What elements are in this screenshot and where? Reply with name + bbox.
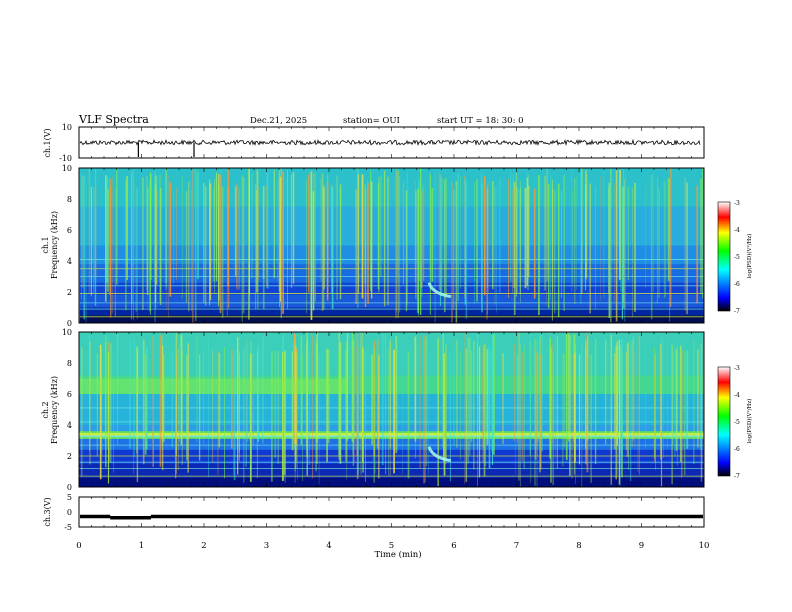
ch1-spectrogram-image <box>79 168 704 323</box>
xtick-1: 1 <box>139 541 144 551</box>
ch3-ytick-mid: 0 <box>67 508 72 517</box>
ch3-level-panel: 5 0 -5 ch.3(V) <box>43 493 705 532</box>
ch1-ytick-top: 10 <box>62 123 72 132</box>
spec2-hf-band <box>79 378 348 394</box>
ch1-ytick-2: 2 <box>67 288 72 297</box>
ch1-spectrogram-panel: 0 2 4 6 8 10 ch.1 Frequency (kHz) <box>41 164 705 328</box>
spec1-layer-0 <box>79 168 704 207</box>
spec2-layer-7 <box>79 463 704 478</box>
spec1-layer-6 <box>79 307 704 316</box>
xtick-3: 3 <box>264 541 269 551</box>
ch2-ytick-4: 4 <box>67 421 72 430</box>
ch2-ytick-2: 2 <box>67 452 72 461</box>
ch1-channel-label: ch.1 <box>41 236 50 253</box>
xtick-7: 7 <box>514 541 519 551</box>
colorbar-ch1-gradient <box>717 201 731 312</box>
colorbar-ch1-tick-5: -5 <box>734 254 740 261</box>
ch2-ytick-0: 0 <box>67 483 72 492</box>
ch2-spectrogram-panel: 0 2 4 6 8 10 ch.2 Frequency (kHz) <box>41 328 705 492</box>
figure-title: VLF Spectra <box>78 113 149 126</box>
ch1-waveform-trace <box>79 138 701 147</box>
colorbar-ch2-tick-3: -3 <box>734 365 740 372</box>
ch3-ytick-bottom: -5 <box>64 523 72 532</box>
ch2-ytick-10: 10 <box>62 328 72 337</box>
ch1-ytick-bottom: -10 <box>59 154 72 163</box>
spec2-whistler <box>427 446 452 463</box>
spec2-layer-0 <box>79 332 704 376</box>
ch2-ytick-8: 8 <box>67 359 72 368</box>
spec1-layer-1 <box>79 206 704 246</box>
xtick-9: 9 <box>639 541 644 551</box>
spec2-layer-2 <box>79 394 704 425</box>
ch1-freq-ticks: 0 2 4 6 8 10 <box>62 164 72 328</box>
ch3-level-frame <box>78 496 705 528</box>
ch1-waveform-ylabel: ch.1(V) <box>43 128 52 157</box>
xtick-10: 10 <box>699 541 710 551</box>
colorbar-ch2: -3 -4 -5 -6 -7 log(PSD)(V²/Hz) <box>717 365 753 480</box>
colorbar-ch1-tick-4: -4 <box>734 227 740 234</box>
colorbar-ch2-tick-4: -4 <box>734 392 740 399</box>
colorbar-ch2-tick-5: -5 <box>734 419 740 426</box>
spec2-layer-3 <box>79 425 704 432</box>
ch1-ytick-8: 8 <box>67 195 72 204</box>
date-label: Dec.21, 2025 <box>250 116 307 126</box>
ch2-channel-label: ch.2 <box>41 401 50 418</box>
colorbar-ch1: -3 -4 -5 -6 -7 log(PSD)(V²/Hz) <box>717 200 753 315</box>
ch1-ytick-0: 0 <box>67 319 72 328</box>
spec2-layer-8 <box>79 477 704 487</box>
colorbar-ch1-label: log(PSD)(V²/Hz) <box>746 234 753 279</box>
ch2-freq-ticks: 0 2 4 6 8 10 <box>62 328 72 492</box>
ch1-ytick-6: 6 <box>67 226 72 235</box>
ch3-level-ylabel: ch.3(V) <box>43 497 52 526</box>
xtick-0: 0 <box>76 541 81 551</box>
spec1-layer-5 <box>79 295 704 308</box>
ch2-freq-ylabel: Frequency (kHz) <box>50 376 59 444</box>
ch1-freq-ylabel: Frequency (kHz) <box>50 211 59 279</box>
xtick-4: 4 <box>326 541 331 551</box>
ch1-waveform-panel: 10 -10 ch.1(V) <box>43 123 705 163</box>
colorbar-ch1-tick-3: -3 <box>734 200 740 207</box>
colorbar-ch1-tick-6: -6 <box>734 281 740 288</box>
time-axis-ticks <box>78 127 705 527</box>
ch1-ytick-10: 10 <box>62 164 72 173</box>
ch2-ytick-6: 6 <box>67 390 72 399</box>
time-axis-title: Time (min) <box>374 549 421 560</box>
xtick-8: 8 <box>576 541 581 551</box>
colorbar-ch2-tick-6: -6 <box>734 446 740 453</box>
spec2-layer-6 <box>79 449 704 464</box>
ch2-spectrogram-image <box>79 332 704 487</box>
spec1-whistler <box>427 282 452 299</box>
time-axis-labels: 0 1 2 3 4 5 6 7 8 9 10 Time (min) <box>76 541 709 560</box>
colorbar-ch1-tick-7: -7 <box>734 308 740 315</box>
ch1-ytick-4: 4 <box>67 257 72 266</box>
colorbar-ch2-tick-7: -7 <box>734 473 740 480</box>
xtick-5: 5 <box>389 541 394 551</box>
colorbar-ch2-gradient <box>717 366 731 477</box>
xtick-6: 6 <box>451 541 456 551</box>
colorbar-ch2-label: log(PSD)(V²/Hz) <box>746 399 753 444</box>
ch3-ytick-top: 5 <box>67 493 72 502</box>
start-ut-label: start UT = 18: 30: 0 <box>437 116 524 126</box>
spec2-layer-5 <box>79 438 704 450</box>
xtick-2: 2 <box>201 541 206 551</box>
ch3-level-trace <box>80 514 703 520</box>
station-label: station= OUI <box>343 116 400 126</box>
